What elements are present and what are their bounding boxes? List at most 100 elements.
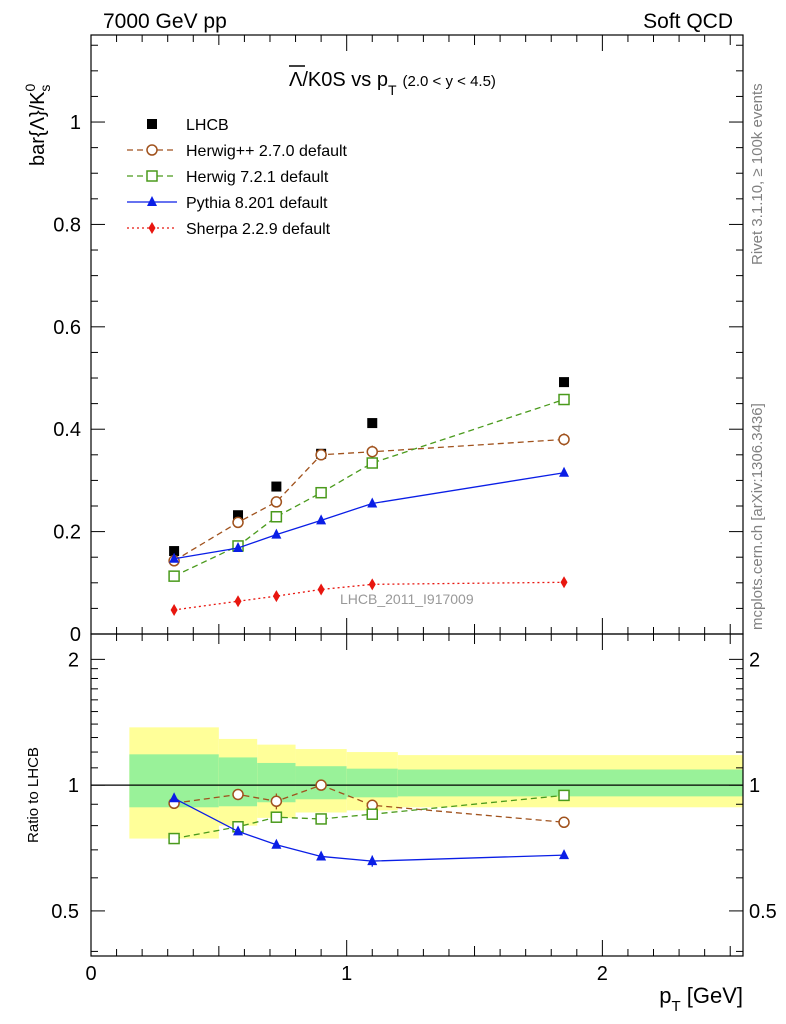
y-tick-label: 0.2	[53, 522, 81, 544]
data-point	[317, 583, 325, 596]
data-point	[316, 850, 327, 861]
data-point	[169, 792, 180, 803]
data-point	[315, 813, 327, 825]
data-point	[315, 486, 327, 499]
main-series-group	[168, 377, 570, 616]
x-tick-label: 2	[597, 963, 608, 985]
legend-label: Herwig 7.2.1 default	[186, 169, 329, 186]
data-point	[315, 449, 327, 461]
y-tick-label: 1	[70, 112, 81, 134]
xlabel-sub: T	[671, 998, 680, 1015]
x-tick-label: 0	[85, 963, 96, 985]
data-point	[232, 516, 244, 529]
data-point	[367, 855, 378, 866]
series-line	[173, 472, 565, 560]
ratio-y-tick-label-right: 2	[749, 649, 760, 671]
legend-entry: LHCB	[147, 117, 229, 134]
series-line	[173, 794, 565, 840]
rivet-version-label: Rivet 3.1.10, ≥ 100k events	[749, 83, 766, 265]
data-point	[559, 849, 570, 860]
data-point	[558, 433, 570, 446]
series-line	[173, 797, 565, 862]
data-point	[270, 811, 283, 823]
ratio-y-tick-label-right: 0.5	[749, 901, 777, 923]
ratio-bands	[91, 727, 743, 839]
legend-entry: Sherpa 2.2.9 default	[127, 221, 331, 238]
data-point	[169, 552, 180, 563]
series-line	[173, 438, 565, 562]
ratio-axis-ticks: 0.5 0.5 1 1 2 2 0 1 2	[51, 634, 777, 985]
data-point	[232, 788, 244, 801]
legend-label: Pythia 8.201 default	[186, 195, 328, 212]
data-point	[558, 816, 570, 829]
legend-entry: Herwig++ 2.7.0 default	[127, 143, 348, 160]
legend-marker	[147, 196, 157, 206]
ratio-series-group	[168, 779, 570, 867]
series-line	[174, 581, 565, 611]
data-point	[558, 789, 570, 802]
data-point	[272, 590, 280, 603]
series-ratio-0	[168, 779, 570, 829]
series-line	[174, 784, 565, 823]
process-label: Soft QCD	[643, 10, 733, 33]
legend-entry: Pythia 8.201 default	[127, 195, 328, 212]
main-panel: 0 0.2 0.4 0.6 0.8 1 Λ/K0S vs pT (2.0 < y < 4.5…	[22, 34, 744, 646]
data-point	[168, 570, 180, 582]
data-point	[234, 595, 242, 608]
main-ylabel: bar{Λ}/K0s	[22, 83, 53, 166]
ratio-y-tick-label: 1	[68, 775, 79, 797]
main-axis-ticks: 0 0.2 0.4 0.6 0.8 1	[53, 35, 743, 646]
x-axis-label: pT [GeV]	[659, 983, 743, 1015]
ylabel-sub: s	[37, 85, 53, 92]
ratio-y-tick-label-right: 1	[749, 775, 760, 797]
legend-label: Sherpa 2.2.9 default	[186, 221, 331, 238]
legend-marker	[148, 222, 156, 234]
data-point	[367, 418, 378, 429]
data-point	[270, 496, 283, 508]
data-point	[270, 511, 283, 523]
title-range: (2.0 < y < 4.5)	[403, 73, 496, 90]
data-point	[233, 510, 244, 521]
data-point	[559, 466, 570, 477]
data-point	[169, 546, 180, 557]
mcplots-label: mcplots.cern.ch [arXiv:1306.3436]	[749, 403, 766, 630]
y-tick-label: 0.8	[53, 214, 81, 236]
data-point	[271, 528, 282, 539]
series-main-4	[170, 576, 568, 616]
series-main-3	[169, 466, 570, 563]
title-rest: /K0S vs p	[302, 69, 388, 91]
ratio-y-tick-label: 0.5	[51, 901, 79, 923]
beam-energy-label: 7000 GeV pp	[103, 10, 227, 33]
ratio-frame	[90, 633, 744, 957]
legend-entry: Herwig 7.2.1 default	[127, 169, 329, 186]
ylabel-main: bar{Λ}/K	[27, 91, 49, 166]
xlabel-unit: [GeV]	[681, 983, 743, 1008]
data-point	[233, 825, 244, 836]
legend-marker	[146, 144, 158, 156]
ratio-y-tick-label: 2	[68, 649, 79, 671]
analysis-tag: LHCB_2011_I917009	[340, 591, 474, 607]
x-tick-label: 1	[341, 963, 352, 985]
ylabel-sup: 0	[22, 83, 38, 91]
legend: LHCB Herwig++ 2.7.0 default Herwig 7.2.1 d…	[127, 117, 348, 238]
ratio-panel: 0.5 0.5 1 1 2 2 0 1 2 Ratio to LHCB	[25, 633, 777, 985]
plot-title: Λ/K0S vs pT (2.0 < y < 4.5)	[289, 69, 496, 98]
data-point	[168, 832, 180, 845]
legend-marker	[146, 170, 158, 182]
series-main-1	[168, 433, 570, 567]
xlabel-main: p	[659, 983, 671, 1008]
data-point	[366, 808, 379, 820]
legend-label: LHCB	[186, 117, 229, 134]
data-point	[366, 457, 379, 469]
title-lambda-bar: Λ	[289, 69, 303, 91]
data-point	[271, 481, 282, 492]
data-point	[558, 393, 570, 406]
ratio-ylabel: Ratio to LHCB	[25, 747, 42, 843]
data-point	[368, 578, 376, 591]
series-line	[173, 398, 565, 577]
y-tick-label: 0	[70, 624, 81, 646]
data-point	[559, 377, 570, 388]
y-tick-label: 0.6	[53, 317, 81, 339]
legend-marker	[147, 119, 157, 129]
